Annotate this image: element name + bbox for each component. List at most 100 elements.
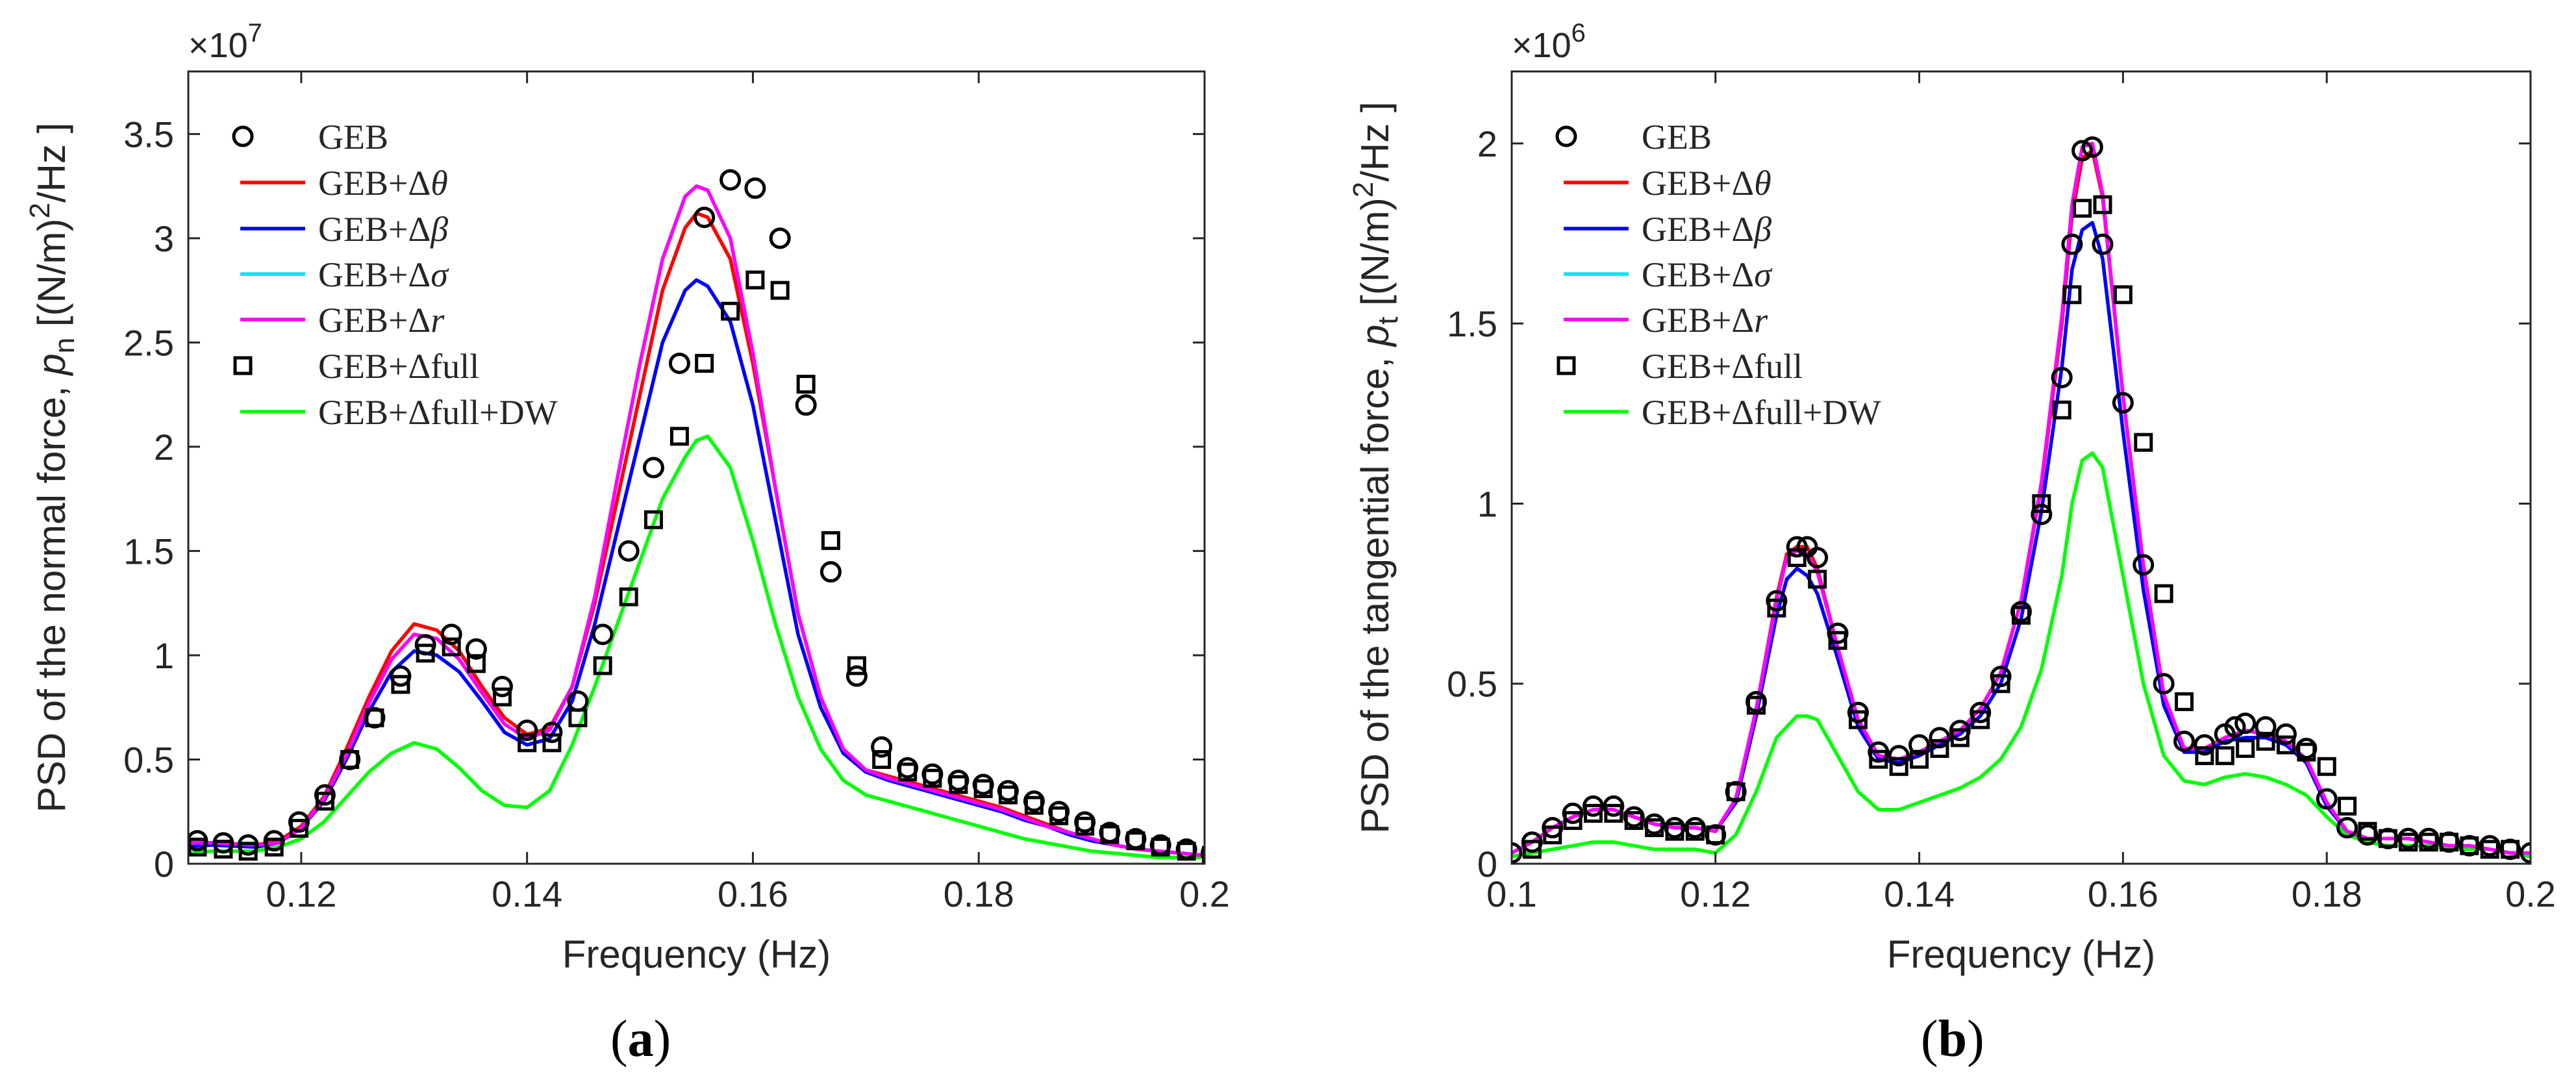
chart-a-series-geb-plus-delta-full-point — [492, 687, 512, 707]
chart-a-series-geb-point — [440, 623, 462, 646]
chart-a-series-geb-point — [491, 675, 513, 697]
chart-a-series-geb-plus-delta-full-point — [1201, 846, 1205, 864]
chart-a-legend-item-geb-plus-delta-r-label: GEB+Δr — [318, 301, 445, 340]
chart-a-legend: GEB GEB+Δθ GEB+Δβ GEB+Δσ GEB+Δr GEB+Δfull GEB+… — [232, 118, 558, 432]
chart-b-series-geb-point — [2071, 140, 2094, 162]
chart-a-x-tick-label: 0.2 — [1179, 873, 1230, 914]
chart-a-legend-item-geb-plus-delta-full-plus-dw: GEB+Δfull+DW — [240, 393, 558, 432]
chart-b-series-geb-point — [2224, 716, 2246, 738]
chart-b-y-ticks: 0 0.5 1 1.5 2 — [1447, 123, 2531, 885]
chart-b-series-geb-plus-delta-full-point — [2052, 400, 2071, 420]
chart-a-series-geb-plus-delta-full-point — [872, 749, 892, 769]
chart-a-series-geb-point — [744, 177, 766, 199]
chart-a-series-geb-plus-delta-full-point — [1177, 842, 1196, 861]
chart-b-series-geb-point — [2275, 723, 2297, 745]
chart-b-series-geb-plus-delta-full-point — [2195, 746, 2214, 766]
chart-a-series-geb-point — [819, 561, 842, 583]
chart-b-x-axis-label: Frequency (Hz) — [1887, 933, 2155, 976]
chart-a-series-geb-plus-delta-full-point — [770, 281, 790, 300]
panel-label-b-letter: b — [1938, 1011, 1968, 1068]
chart-a-x-tick-label: 0.18 — [944, 873, 1014, 914]
chart-a-y-tick-label: 1 — [154, 635, 174, 676]
chart-b-series-geb-plus-delta-full-point — [2215, 746, 2234, 766]
chart-b-series-geb-plus-delta-full-point — [1726, 782, 1745, 801]
chart-b-legend-item-geb-plus-delta-full: GEB+Δfull — [1557, 347, 1803, 386]
chart-b-series-geb-point — [2051, 366, 2073, 388]
chart-b-legend-item-geb-plus-delta-r: GEB+Δr — [1564, 301, 1768, 340]
chart-a-series-geb-plus-delta-full-point — [898, 762, 918, 782]
chart-b-series-geb-plus-delta-full-point — [2093, 195, 2112, 214]
chart-b-series-geb-plus-delta-full-point — [1685, 822, 1705, 841]
chart-a-y-tick-label: 3 — [154, 218, 174, 259]
chart-a-series-geb-plus-delta-full-point — [695, 353, 714, 373]
chart-b-series-geb-plus-delta-full-point — [2012, 605, 2031, 625]
panel-label-a-close: ) — [653, 1011, 671, 1068]
chart-b-series-geb-plus-delta-full-point — [2256, 731, 2275, 751]
chart-b-series-geb-plus-delta-full-point — [2276, 735, 2295, 755]
chart-b-legend-item-geb-plus-delta-sigma-label: GEB+Δσ — [1642, 255, 1773, 294]
chart-b-legend-item-geb-plus-delta-theta: GEB+Δθ — [1564, 164, 1771, 203]
chart-a-series-group — [188, 169, 1205, 864]
chart-panel-b: 0.1 0.12 0.14 0.16 0.18 0.2 0 0.5 1 1.5 2 ×106 Frequ… — [1347, 19, 2556, 976]
chart-a-series-geb-point — [871, 736, 893, 758]
chart-a-series-geb-point — [592, 623, 614, 646]
chart-b-series-geb-point — [2112, 392, 2134, 414]
chart-a-x-axis-label: Frequency (Hz) — [562, 933, 831, 976]
chart-a-series-geb-point — [618, 540, 640, 562]
chart-b-legend-item-geb-label: GEB — [1642, 118, 1712, 157]
chart-a-series-geb-plus-delta-theta-line — [188, 211, 1205, 857]
chart-b-series-geb-point — [2336, 817, 2358, 839]
chart-b-y-tick-label: 2 — [1477, 123, 1497, 164]
chart-b-series-geb-plus-delta-full-point — [1848, 710, 1868, 729]
chart-b-y-tick-label: 1 — [1477, 483, 1497, 524]
chart-a-series-geb-plus-delta-full-point — [669, 427, 689, 446]
chart-b-x-tick-label: 0.2 — [2505, 873, 2556, 914]
chart-b-series-geb-point — [1512, 842, 1523, 864]
chart-b-series-geb-point — [1888, 745, 1910, 767]
chart-b-series-geb-plus-delta-full-point — [2297, 742, 2316, 762]
chart-b-legend-item-geb: GEB — [1555, 118, 1712, 157]
chart-b-series-geb-plus-delta-full-point — [2439, 833, 2458, 852]
chart-b-series-geb-plus-delta-full-point — [1645, 818, 1664, 838]
chart-b-legend-item-geb-plus-delta-full-plus-dw: GEB+Δfull+DW — [1564, 393, 1881, 432]
chart-a-series-geb-point — [668, 352, 690, 374]
chart-a-series-geb-plus-delta-full-point — [923, 768, 942, 788]
chart-a-legend-item-geb-label: GEB — [318, 118, 388, 157]
chart-a-series-geb-plus-delta-full-point — [1151, 837, 1170, 857]
chart-a-series-geb-plus-delta-full-point — [264, 837, 284, 857]
chart-a-legend-item-geb-plus-delta-full-plus-dw-label: GEB+Δfull+DW — [318, 393, 558, 432]
chart-b-series-geb-plus-delta-r-line — [1512, 142, 2531, 855]
chart-a-series-geb-point — [642, 457, 664, 479]
chart-b-series-geb-point — [2520, 842, 2531, 864]
chart-b-series-geb-plus-delta-full-point — [1706, 825, 1725, 845]
chart-a-legend-item-geb-plus-delta-theta: GEB+Δθ — [240, 164, 448, 203]
chart-b-series-geb-point — [1786, 536, 1808, 558]
chart-b-series-group — [1512, 136, 2531, 864]
chart-b-series-geb-point — [2316, 788, 2338, 810]
chart-b-series-geb-plus-delta-full-point — [2378, 829, 2397, 848]
chart-a-series-geb-point — [516, 720, 538, 742]
chart-a-series-geb-plus-delta-full-point — [518, 733, 537, 753]
chart-a-exponent-label: ×107 — [188, 19, 262, 65]
chart-a-series-geb-plus-delta-full-point — [644, 510, 663, 529]
chart-b-series-geb-plus-delta-full-point — [1971, 710, 1990, 729]
chart-a-series-geb-point — [465, 638, 487, 660]
chart-b-series-geb-plus-delta-full-point — [2113, 285, 2132, 305]
chart-a-y-tick-label: 0 — [154, 844, 174, 885]
chart-a-series-geb-plus-delta-full-point — [821, 531, 840, 550]
chart-a-series-geb-plus-delta-full-point — [238, 842, 258, 861]
chart-a-series-geb-plus-delta-full-plus-dw-line — [188, 434, 1205, 860]
chart-a-series-geb-plus-delta-full-point — [1049, 806, 1069, 825]
chart-a-series-geb-plus-delta-full-point — [340, 749, 360, 769]
chart-b-legend-item-geb-plus-delta-r-label: GEB+Δr — [1642, 301, 1768, 340]
chart-b-series-geb-plus-delta-full-point — [2480, 840, 2499, 859]
chart-a-series-geb-plus-delta-full-point — [289, 818, 308, 838]
chart-b-legend-item-geb-plus-delta-beta-label: GEB+Δβ — [1642, 210, 1771, 249]
chart-a-series-geb-plus-delta-full-point — [442, 637, 461, 657]
chart-b-series-geb-plus-delta-full-point — [1930, 739, 1949, 759]
chart-b-series-geb-plus-delta-full-point — [1604, 803, 1623, 823]
chart-b-series-geb-point — [2081, 136, 2103, 158]
chart-b-exponent-label: ×106 — [1512, 19, 1586, 65]
chart-b-series-geb-plus-delta-full-point — [2419, 833, 2438, 852]
